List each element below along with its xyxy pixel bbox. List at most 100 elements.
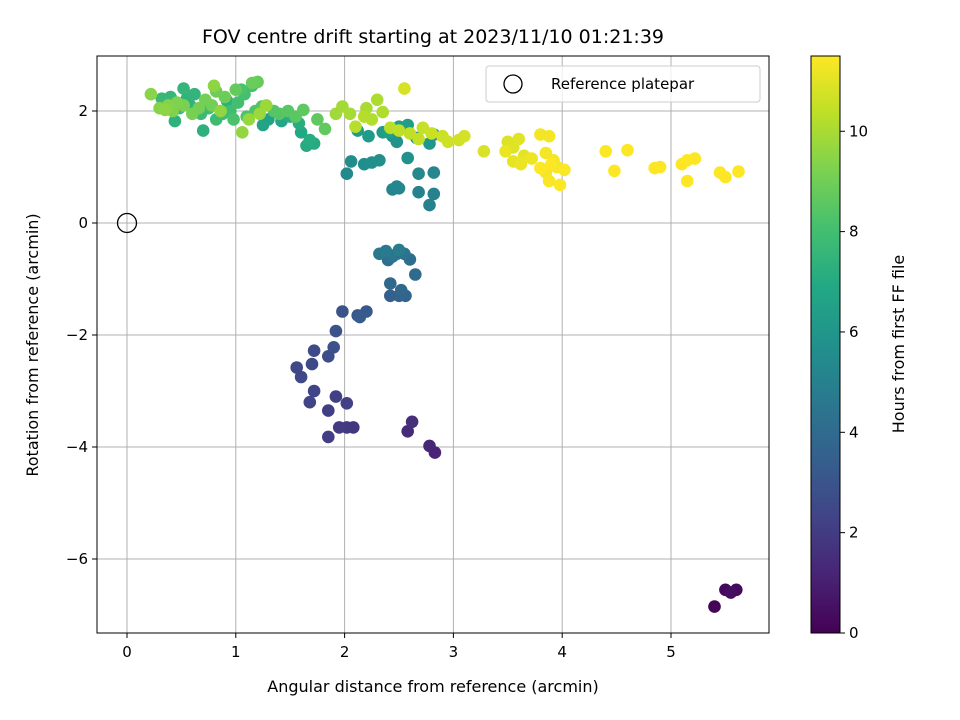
legend-reference-marker [503, 74, 523, 94]
x-tick-label: 2 [340, 643, 350, 661]
data-point [340, 397, 354, 410]
data-point [379, 244, 393, 258]
data-point [732, 165, 745, 178]
data-point [401, 425, 415, 438]
data-point [229, 83, 243, 96]
x-axis-label: Angular distance from reference (arcmin) [267, 677, 598, 696]
data-point [307, 344, 321, 358]
data-point [188, 87, 201, 101]
plot-area: 0 1 2 3 4 5 −6 −4 −2 0 2 [66, 55, 770, 661]
data-point [534, 161, 547, 175]
data-point [340, 167, 354, 180]
data-point [365, 156, 379, 169]
data-point [227, 113, 240, 126]
colorbar-tick-label: 6 [849, 323, 859, 341]
colorbar-tick-label: 2 [849, 524, 859, 542]
data-point [186, 107, 199, 121]
data-point [336, 305, 349, 318]
data-point [318, 122, 332, 136]
data-point [322, 404, 335, 417]
data-point [398, 82, 411, 95]
x-tick-label: 5 [666, 643, 676, 661]
data-point [458, 129, 471, 143]
data-point [719, 170, 732, 184]
colorbar-tick-label: 0 [849, 624, 859, 642]
y-tick-label: 2 [78, 102, 88, 120]
y-tick-label: −6 [66, 550, 88, 568]
data-point [327, 341, 341, 354]
data-point [245, 76, 259, 90]
data-point [409, 268, 422, 281]
data-point [427, 187, 441, 201]
colorbar-tick-label: 8 [849, 223, 859, 241]
data-point [297, 103, 310, 117]
data-point [427, 166, 441, 179]
data-point [329, 390, 343, 403]
colorbar-label: Hours from first FF file [889, 255, 908, 434]
data-point [384, 289, 397, 303]
data-point [405, 415, 419, 429]
data-point [303, 133, 317, 147]
data-point [344, 155, 358, 168]
data-point [512, 132, 525, 146]
x-tick-label: 3 [449, 643, 459, 661]
data-point [384, 277, 397, 290]
colorbar: 0 2 4 6 8 10 [810, 55, 868, 642]
data-point [144, 87, 158, 101]
y-axis-label: Rotation from reference (arcmin) [23, 213, 42, 476]
data-point [412, 167, 425, 180]
data-point [423, 198, 436, 212]
data-point [542, 129, 556, 143]
data-point [353, 310, 367, 324]
x-tick-label: 1 [231, 643, 241, 661]
data-point [311, 113, 324, 126]
colorbar-tick-label: 4 [849, 423, 859, 441]
data-point [525, 152, 538, 165]
data-point [158, 103, 172, 117]
data-point [294, 370, 308, 384]
data-point [343, 107, 357, 121]
data-point [390, 180, 404, 193]
data-point [394, 283, 408, 297]
data-point [290, 361, 304, 374]
plot-background [97, 56, 769, 633]
data-point [653, 160, 667, 174]
data-point [303, 395, 317, 409]
data-point [357, 110, 371, 123]
data-point [441, 135, 455, 149]
data-point [236, 126, 249, 139]
data-point [256, 118, 270, 132]
data-point [688, 152, 702, 165]
data-point [412, 132, 425, 146]
x-tick-label: 4 [557, 643, 567, 661]
data-point [329, 324, 343, 338]
chart-title: FOV centre drift starting at 2023/11/10 … [202, 26, 664, 48]
data-point [392, 124, 406, 137]
data-point [545, 157, 558, 171]
data-point [307, 384, 321, 398]
data-point [621, 143, 634, 157]
data-point [724, 586, 738, 599]
colorbar-scale [810, 55, 841, 634]
colorbar-tick-label: 10 [849, 122, 868, 140]
data-point [196, 124, 210, 137]
data-point [168, 114, 182, 128]
data-point [332, 421, 346, 434]
data-point [207, 79, 221, 93]
legend-frame [485, 65, 761, 103]
y-tick-label: 0 [78, 214, 88, 232]
data-point [477, 145, 491, 158]
data-point [392, 243, 406, 257]
legend: Reference platepar [485, 65, 761, 103]
data-point [401, 151, 415, 165]
data-point [370, 93, 384, 107]
data-point [608, 164, 621, 178]
data-point [242, 113, 256, 126]
data-point [425, 127, 438, 140]
y-tick-label: −2 [66, 326, 88, 344]
data-point [599, 145, 612, 158]
data-point [423, 439, 436, 453]
data-point [362, 129, 375, 143]
data-point [322, 430, 335, 444]
